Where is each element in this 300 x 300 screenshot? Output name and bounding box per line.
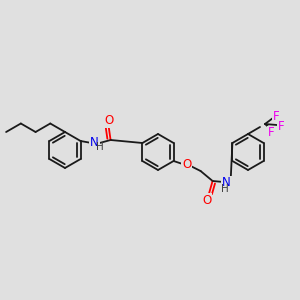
Text: F: F <box>268 127 274 140</box>
Text: N: N <box>222 176 231 190</box>
Text: H: H <box>221 184 229 194</box>
Text: O: O <box>182 158 191 172</box>
Text: N: N <box>90 136 99 149</box>
Text: F: F <box>278 119 284 133</box>
Text: O: O <box>104 115 113 128</box>
Text: F: F <box>273 110 279 122</box>
Text: H: H <box>96 142 104 152</box>
Text: O: O <box>202 194 211 206</box>
